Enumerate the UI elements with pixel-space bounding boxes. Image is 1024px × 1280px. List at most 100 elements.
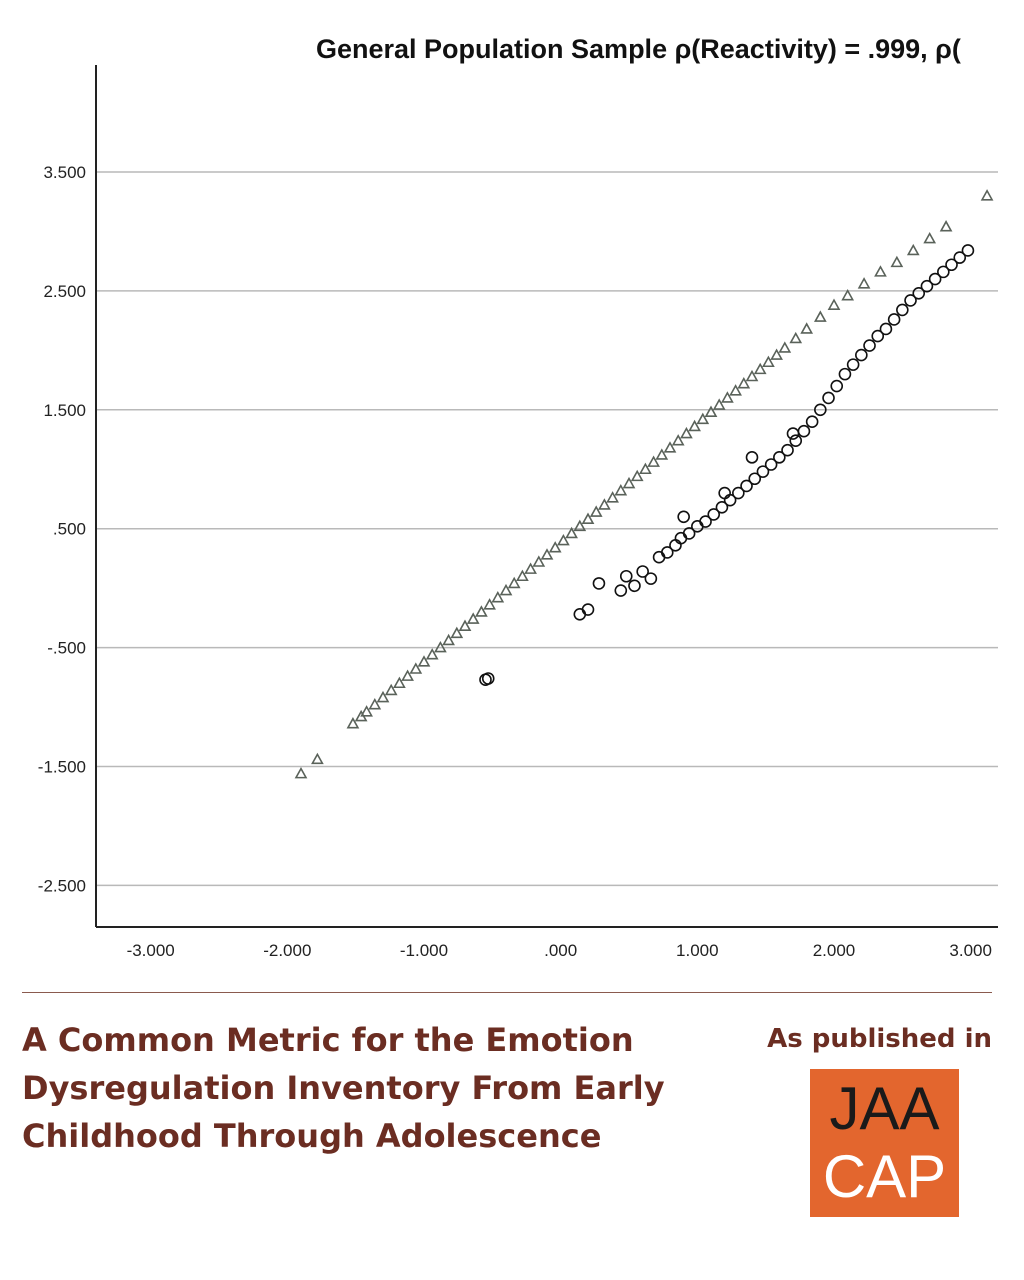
circle-point — [619, 569, 633, 583]
triangle-point — [516, 569, 529, 582]
circle-point — [912, 286, 926, 300]
circle-point — [953, 251, 967, 264]
circle-point — [764, 458, 778, 471]
chart-title: General Population Sample ρ(Reactivity) … — [316, 34, 961, 64]
triangle-point — [376, 690, 390, 703]
triangle-point — [639, 462, 652, 475]
circle-point — [699, 515, 712, 528]
circle-point — [756, 465, 770, 478]
triangle-point — [663, 441, 677, 453]
triangle-point — [360, 705, 373, 717]
circle-point — [830, 379, 844, 393]
triangle-point — [939, 220, 953, 232]
x-tick-label: -2.000 — [263, 941, 311, 960]
x-tick-label: -1.000 — [400, 941, 448, 960]
triangle-point — [729, 384, 742, 396]
triangle-point — [712, 398, 726, 410]
triangle-point — [393, 676, 406, 689]
circle-point — [805, 415, 819, 428]
circle-point — [740, 479, 753, 493]
triangle-point — [458, 619, 472, 631]
x-tick-label: 3.000 — [949, 941, 992, 960]
triangle-point — [565, 526, 578, 539]
triangle-point — [548, 541, 562, 553]
circle-point — [928, 272, 942, 286]
circle-point — [745, 451, 759, 464]
triangle-point — [841, 289, 855, 301]
circle-point — [846, 358, 860, 371]
triangle-point — [311, 752, 324, 765]
triangle-point — [499, 583, 513, 596]
triangle-point — [688, 419, 701, 432]
circle-point — [871, 329, 885, 343]
circle-point — [677, 510, 690, 524]
scatter-chart: -2.500 -1.500 -.500 .500 1.500 2.500 3.500 -3.… — [38, 34, 998, 960]
article-title-line: A Common Metric for the Emotion — [22, 1021, 634, 1059]
logo-line-cap: CAP — [822, 1143, 947, 1210]
triangle-point — [789, 331, 803, 344]
triangle-point — [857, 277, 871, 289]
triangle-point — [401, 669, 414, 681]
triangle-point — [606, 491, 619, 503]
triangle-point — [696, 412, 710, 425]
triangle-point — [704, 405, 718, 417]
triangle-point — [346, 717, 360, 729]
triangle-point — [874, 265, 887, 277]
article-title-line: Childhood Through Adolescence — [22, 1117, 602, 1155]
y-tick-label: .500 — [53, 520, 86, 539]
circle-point — [961, 244, 975, 257]
triangle-point — [906, 243, 920, 256]
circle-point — [573, 608, 587, 621]
x-tick-label: 1.000 — [676, 941, 719, 960]
triangle-point — [417, 655, 431, 667]
data-points — [294, 189, 994, 779]
triangle-point — [368, 698, 382, 710]
triangle-point — [737, 376, 751, 389]
triangle-point — [721, 391, 734, 403]
y-tick-label: 1.500 — [43, 401, 86, 420]
circle-point — [781, 443, 794, 457]
circle-point — [896, 303, 909, 317]
triangle-point — [450, 626, 464, 639]
triangle-point — [524, 562, 537, 574]
y-tick-label: -2.500 — [38, 876, 86, 895]
jaacap-logo: JAA CAP — [810, 1069, 959, 1217]
triangle-point — [573, 519, 587, 532]
triangle-point — [442, 633, 455, 646]
circle-point — [652, 550, 666, 564]
axes — [95, 65, 998, 928]
circle-point — [838, 367, 852, 381]
circle-point — [945, 258, 958, 272]
triangle-point — [409, 662, 423, 674]
circle-point — [674, 531, 688, 545]
triangle-point — [622, 476, 636, 489]
footer-divider — [22, 992, 992, 993]
triangle-point — [384, 683, 398, 696]
triangle-point — [614, 484, 628, 496]
circle-point — [920, 279, 934, 293]
y-tick-label: 3.500 — [43, 163, 86, 182]
article-title-line: Dysregulation Inventory From Early — [22, 1069, 665, 1107]
circle-point — [789, 434, 803, 448]
circle-point — [636, 565, 649, 578]
triangle-point — [598, 498, 611, 510]
y-tick-label: -1.500 — [38, 757, 86, 776]
triangle-point — [890, 255, 904, 268]
circle-point — [581, 603, 595, 616]
triangle-point — [532, 555, 546, 567]
triangle-point — [507, 576, 521, 589]
triangle-point — [647, 455, 660, 467]
triangle-point — [762, 355, 775, 368]
triangle-point — [434, 640, 447, 653]
x-tick-label: 2.000 — [813, 941, 856, 960]
triangle-point — [630, 469, 644, 482]
published-in-label: As published in — [767, 1024, 992, 1054]
triangle-point — [923, 231, 937, 244]
triangle-point — [980, 189, 994, 201]
circle-point — [628, 579, 641, 593]
x-tick-label: .000 — [544, 941, 577, 960]
triangle-point — [483, 598, 496, 610]
triangle-point — [680, 426, 693, 439]
circle-point — [855, 348, 868, 362]
triangle-point — [294, 766, 308, 779]
